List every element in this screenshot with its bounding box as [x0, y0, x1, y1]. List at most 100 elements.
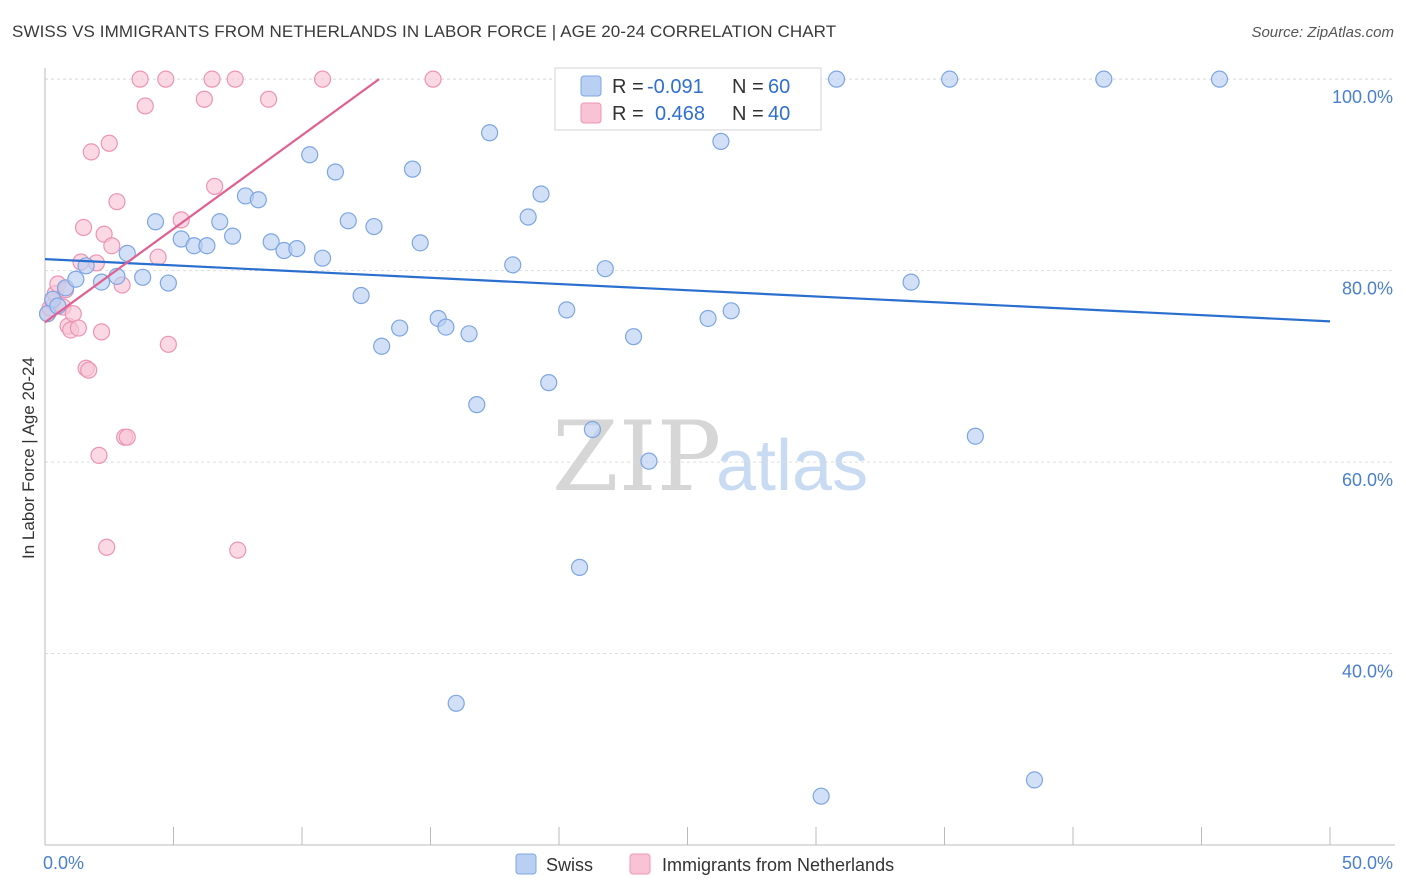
legend-swatch-netherlands	[580, 102, 602, 124]
point-swiss-58	[1210, 70, 1229, 88]
point-swiss-22	[301, 146, 319, 164]
bottom-legend-swatch-swiss	[515, 853, 537, 875]
point-netherlands-23	[108, 193, 126, 211]
legend-n-value-netherlands: 40	[768, 103, 790, 125]
y-tick-label-2: 60.0%	[1342, 470, 1393, 490]
x-tick-label-0: 0.0%	[43, 853, 84, 873]
y-tick-label-0: 100.0%	[1332, 87, 1393, 107]
point-netherlands-31	[159, 335, 177, 353]
y-tick-label-3: 40.0%	[1342, 662, 1393, 682]
point-netherlands-14	[80, 361, 98, 379]
point-swiss-30	[403, 160, 422, 178]
point-netherlands-36	[226, 70, 244, 88]
point-swiss-52	[827, 70, 846, 88]
legend-r-value-netherlands: 0.468	[655, 103, 705, 125]
legend-n-label-swiss: N =	[732, 76, 764, 98]
point-swiss-36	[481, 124, 499, 142]
legend-n-label-netherlands: N =	[732, 103, 764, 125]
point-swiss-38	[519, 208, 537, 226]
trend-line-swiss	[44, 258, 1331, 323]
point-swiss-39	[532, 185, 550, 203]
point-swiss-23	[313, 249, 332, 267]
series-legend: Swiss Immigrants from Netherlands	[515, 853, 894, 875]
y-axis-label: In Labor Force | Age 20-24	[19, 357, 38, 559]
x-tick-label-1: 50.0%	[1342, 853, 1393, 873]
point-swiss-31	[411, 234, 429, 252]
bottom-legend-label-netherlands: Immigrants from Netherlands	[662, 855, 894, 875]
trend-lines	[44, 78, 1331, 324]
point-swiss-34	[460, 325, 478, 343]
point-swiss-41	[558, 301, 576, 319]
tick-labels: 100.0% 80.0% 60.0% 40.0% 0.0% 50.0%	[43, 87, 1393, 873]
point-swiss-44	[596, 260, 614, 278]
point-netherlands-39	[313, 70, 332, 88]
point-swiss-25	[339, 212, 357, 230]
point-swiss-19	[262, 233, 280, 251]
point-swiss-57	[1095, 70, 1113, 88]
point-swiss-49	[712, 132, 730, 150]
point-netherlands-30	[157, 70, 175, 88]
point-swiss-37	[504, 256, 522, 274]
point-swiss-42	[570, 558, 589, 576]
point-swiss-50	[722, 302, 740, 320]
point-swiss-33	[437, 318, 455, 336]
point-swiss-28	[373, 337, 391, 355]
point-netherlands-35	[206, 177, 224, 195]
legend-n-value-swiss: 60	[768, 76, 790, 98]
point-netherlands-33	[195, 90, 213, 108]
point-netherlands-29	[149, 248, 167, 266]
point-swiss-53	[902, 273, 920, 291]
point-netherlands-40	[424, 70, 442, 88]
point-netherlands-26	[118, 428, 136, 446]
point-swiss-26	[352, 286, 370, 305]
chart-title: SWISS VS IMMIGRANTS FROM NETHERLANDS IN …	[12, 22, 837, 41]
point-swiss-51	[812, 787, 830, 805]
y-tick-label-1: 80.0%	[1342, 279, 1393, 299]
point-swiss-10	[146, 213, 165, 231]
point-netherlands-15	[82, 143, 100, 161]
point-swiss-14	[198, 237, 216, 255]
point-swiss-43	[583, 420, 602, 439]
point-swiss-15	[211, 213, 229, 231]
point-netherlands-18	[92, 323, 111, 341]
point-swiss-40	[540, 374, 558, 392]
point-swiss-35	[468, 396, 486, 414]
point-swiss-16	[224, 227, 242, 245]
point-swiss-11	[159, 274, 177, 292]
bottom-legend-label-swiss: Swiss	[546, 855, 593, 875]
point-netherlands-38	[259, 90, 278, 108]
point-swiss-9	[134, 268, 152, 286]
gridlines	[45, 78, 1395, 655]
point-netherlands-10	[69, 319, 88, 337]
point-swiss-54	[941, 70, 959, 88]
point-swiss-27	[365, 217, 383, 236]
point-netherlands-20	[98, 538, 116, 556]
point-netherlands-28	[136, 97, 154, 115]
point-netherlands-27	[131, 70, 149, 88]
watermark-atlas: atlas	[716, 426, 868, 506]
point-swiss-55	[966, 427, 984, 445]
point-netherlands-34	[203, 70, 221, 88]
series-netherlands-points	[38, 70, 442, 559]
point-swiss-56	[1025, 771, 1044, 789]
point-swiss-21	[288, 239, 306, 258]
point-swiss-18	[249, 191, 267, 209]
legend-r-label-netherlands: R =	[612, 103, 644, 125]
point-swiss-29	[391, 319, 409, 337]
source-credit: Source: ZipAtlas.com	[1251, 24, 1394, 41]
correlation-legend: R = -0.091 N = 60 R = 0.468 N = 40	[554, 67, 822, 131]
point-swiss-59	[447, 694, 465, 712]
watermark-zip: ZIP	[552, 401, 721, 513]
point-swiss-46	[640, 452, 658, 470]
point-swiss-4	[67, 270, 85, 288]
axes	[44, 68, 1395, 846]
point-netherlands-9	[64, 305, 82, 323]
legend-r-value-swiss: -0.091	[647, 76, 704, 98]
point-netherlands-21	[100, 134, 118, 152]
point-netherlands-17	[90, 446, 108, 464]
legend-swatch-swiss	[580, 75, 602, 97]
point-swiss-24	[326, 163, 345, 181]
legend-r-label-swiss: R =	[612, 76, 644, 98]
point-swiss-48	[699, 309, 717, 328]
